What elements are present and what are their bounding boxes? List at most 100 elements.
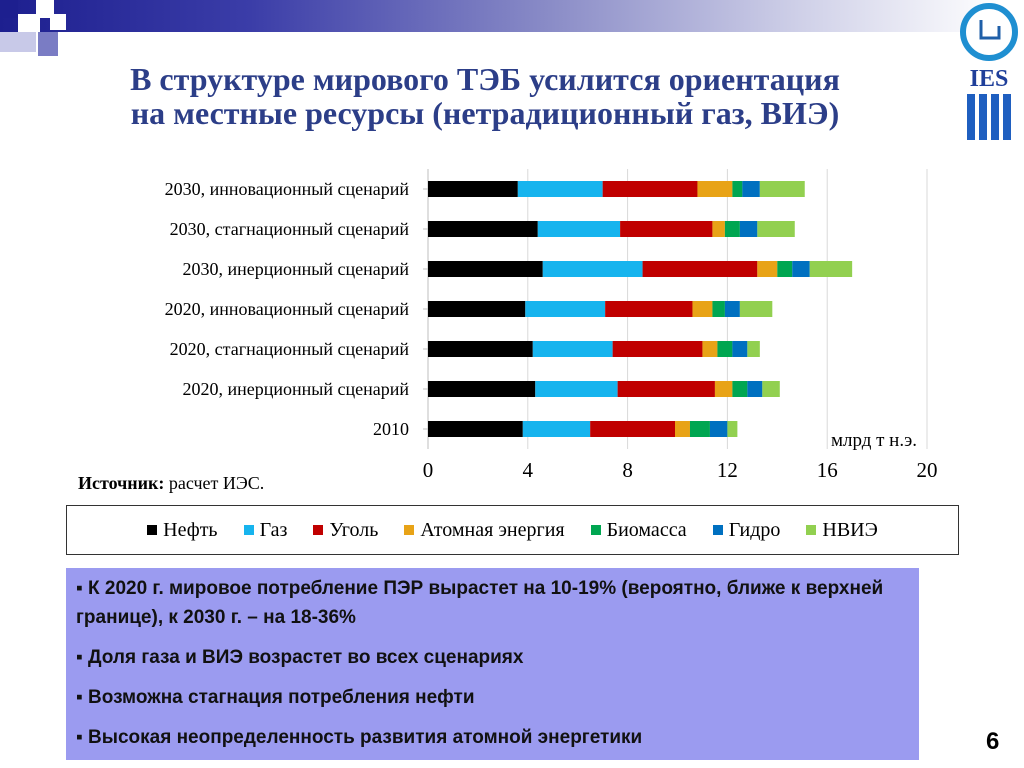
x-tick-label: 4 <box>523 458 534 482</box>
bar-segment <box>732 341 748 357</box>
legend-item: Газ <box>243 518 288 542</box>
legend-label: Атомная энергия <box>420 518 565 541</box>
x-tick-label: 20 <box>917 458 938 482</box>
bar-segment <box>709 421 728 437</box>
ies-logo: IES <box>960 3 1018 140</box>
bar-segment <box>762 381 780 397</box>
legend-label: НВИЭ <box>822 518 878 541</box>
legend-item: Нефть <box>147 518 218 542</box>
bar-segment <box>742 181 760 197</box>
unit-label: млрд т н.э. <box>831 430 917 451</box>
bar-segment <box>747 341 760 357</box>
bar-segment <box>739 221 758 237</box>
bar-segment <box>759 181 805 197</box>
x-tick-label: 16 <box>817 458 838 482</box>
bar-segment <box>532 341 613 357</box>
bar-segment <box>602 181 698 197</box>
stacked-bar-chart: 0 4 8 12 16 20 2030, инновационный сценарий 203… <box>165 169 938 482</box>
x-tick-label: 12 <box>717 458 738 482</box>
bar-segment <box>590 421 676 437</box>
legend-swatch <box>806 525 817 535</box>
bar-segment <box>747 381 763 397</box>
decor-square <box>36 0 54 18</box>
bar-segment <box>724 221 740 237</box>
bullet-item: ▪ Высокая неопределенность развития атом… <box>76 727 643 748</box>
bullet-item: ▪ К 2020 г. мировое потребление ПЭР выра… <box>76 578 884 628</box>
bar-segment <box>428 221 538 237</box>
legend-label: Нефть <box>163 518 218 541</box>
bar-segment <box>732 181 743 197</box>
header-gradient-band <box>0 0 1000 32</box>
decor-square <box>38 32 58 56</box>
legend-label: Гидро <box>728 518 781 541</box>
legend-label: Уголь <box>329 518 379 541</box>
legend-swatch <box>590 525 601 535</box>
decor-square <box>0 32 36 52</box>
category-label: 2020, стагнационный сценарий <box>170 339 410 359</box>
x-tick-label: 0 <box>423 458 434 482</box>
bar-segment <box>428 301 526 317</box>
chart-legend: Нефть Газ Уголь Атомная энергия Биомасса Гидр… <box>66 505 959 555</box>
source-text: расчет ИЭС. <box>164 473 265 493</box>
bullet-item: ▪ Доля газа и ВИЭ возрастет во всех сцен… <box>76 647 524 668</box>
bar-segment <box>692 301 713 317</box>
bar-segment <box>537 221 621 237</box>
bar-segment <box>612 341 703 357</box>
category-label: 2030, инновационный сценарий <box>165 179 410 199</box>
bar-segment <box>428 421 523 437</box>
bar-segment <box>620 221 713 237</box>
bar-segment <box>757 221 795 237</box>
legend-swatch <box>313 525 324 535</box>
bar-segment <box>714 381 733 397</box>
bar-segment <box>689 421 710 437</box>
legend-swatch <box>404 525 415 535</box>
bullet-item: ▪ Возможна стагнация потребления нефти <box>76 687 475 708</box>
title-line-2: на местные ресурсы (нетрадиционный газ, … <box>130 95 840 131</box>
bar-segment <box>757 261 778 277</box>
bar-segment <box>712 221 725 237</box>
bar-segment <box>777 261 793 277</box>
category-label: 2020, инновационный сценарий <box>165 299 410 319</box>
legend-item: Атомная энергия <box>404 518 565 542</box>
source-label: Источник: <box>78 473 165 493</box>
bar-segment <box>724 301 740 317</box>
category-label: 2020, инерционный сценарий <box>182 379 409 399</box>
x-tick-label: 8 <box>622 458 633 482</box>
decor-square <box>50 14 66 30</box>
legend-swatch <box>712 525 723 535</box>
page-number: 6 <box>986 728 1000 755</box>
bar-segment <box>428 381 536 397</box>
category-label: 2010 <box>373 419 409 439</box>
slide-title: В структуре мирового ТЭБ усилится ориент… <box>20 62 950 130</box>
bar-segment <box>727 421 738 437</box>
legend-label: Биомасса <box>606 518 687 541</box>
legend-item: Биомасса <box>590 518 687 542</box>
category-label: 2030, инерционный сценарий <box>182 259 409 279</box>
bar-segment <box>809 261 853 277</box>
legend-label: Газ <box>259 518 288 541</box>
decor-square <box>18 14 40 36</box>
bar-segment <box>675 421 690 437</box>
bar-segment <box>428 341 533 357</box>
legend-swatch <box>243 525 254 535</box>
bar-segment <box>535 381 618 397</box>
bar-segment <box>525 301 606 317</box>
source-note: Источник: расчет ИЭС. <box>78 473 264 494</box>
bar-segment <box>605 301 693 317</box>
bar-segment <box>517 181 603 197</box>
decor-square <box>0 0 18 18</box>
bar-segment <box>792 261 810 277</box>
category-label: 2030, стагнационный сценарий <box>170 219 410 239</box>
legend-item: НВИЭ <box>806 518 878 542</box>
bar-segment <box>642 261 758 277</box>
conclusions-box: ▪ К 2020 г. мировое потребление ПЭР выра… <box>66 568 919 760</box>
logo-text: IES <box>970 66 1009 92</box>
bar-segment <box>717 341 733 357</box>
bar-segment <box>732 381 748 397</box>
bar-segment <box>522 421 591 437</box>
bar-segment <box>697 181 733 197</box>
bar-segment <box>712 301 725 317</box>
title-line-1: В структуре мирового ТЭБ усилится ориент… <box>130 61 840 97</box>
bar-segment <box>739 301 773 317</box>
bar-segment <box>702 341 718 357</box>
